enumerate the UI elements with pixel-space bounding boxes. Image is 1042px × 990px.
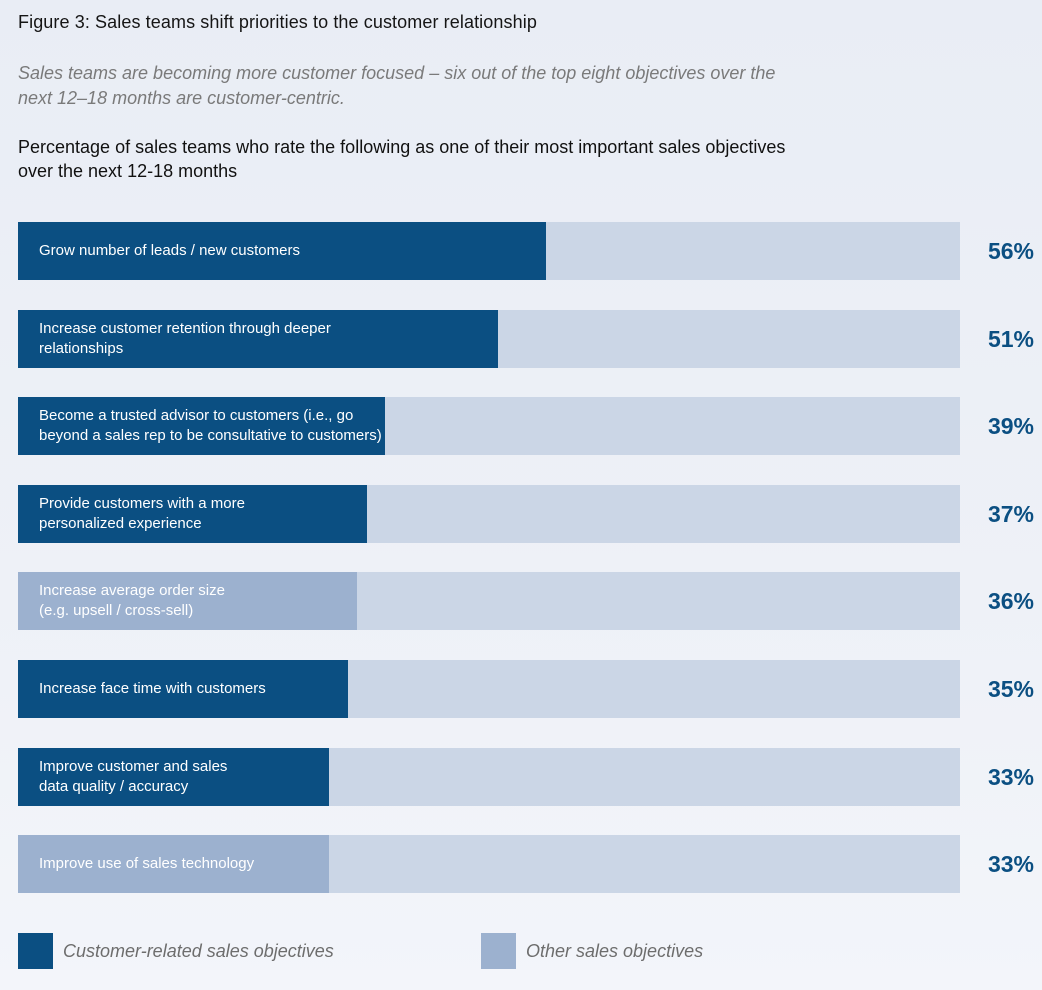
bar-fill (18, 660, 348, 718)
bar-label: Grow number of leads / new customers (39, 242, 300, 259)
bar-fill (18, 572, 358, 630)
chart-subtitle: Sales teams are becoming more customer f… (18, 63, 776, 108)
bar-label: Improve use of sales technology (39, 855, 255, 872)
bar-fill (18, 748, 329, 806)
bar-row: Increase average order size (e.g. upsell… (18, 572, 1042, 630)
bar-value-label: 37% (987, 500, 1034, 527)
bar-label: Increase customer retention through deep… (39, 320, 331, 357)
bar-row: Become a trusted advisor to customers (i… (18, 397, 1042, 455)
bar-value-label: 36% (987, 587, 1034, 614)
chart-heading: Percentage of sales teams who rate the f… (18, 137, 786, 181)
bar-label: Become a trusted advisor to customers (i… (39, 407, 382, 444)
chart-legend: Customer-related sales objectives Other … (18, 932, 918, 970)
bar-row: Grow number of leads / new customers 56% (18, 222, 1042, 280)
bar-row: Increase customer retention through deep… (18, 310, 1042, 368)
bar-row: Improve customer and sales data quality … (18, 748, 1042, 806)
legend-swatch-other (481, 933, 516, 969)
bar-fill (18, 310, 499, 368)
bar-value-label: 35% (987, 675, 1034, 702)
figure-title: Figure 3: Sales teams shift priorities t… (18, 12, 537, 32)
bar-value-label: 39% (987, 412, 1034, 439)
bar-row: Provide customers with a more personaliz… (18, 485, 1042, 543)
bar-value-label: 33% (987, 850, 1034, 877)
bar-fill (18, 835, 329, 893)
bar-fill (18, 485, 367, 543)
bar-row: Increase face time with customers 35% (18, 660, 1042, 718)
bar-fill (18, 222, 546, 280)
legend-swatch-customer (18, 933, 53, 969)
bar-label: Increase face time with customers (39, 680, 266, 697)
legend-label-other: Other sales objectives (526, 941, 704, 961)
bar-label: Improve customer and sales data quality … (39, 758, 228, 795)
bar-value-label: 51% (987, 325, 1034, 352)
bar-label: Provide customers with a more personaliz… (39, 495, 245, 532)
legend-label-customer: Customer-related sales objectives (63, 941, 334, 961)
bar-label: Increase average order size (e.g. upsell… (39, 582, 225, 619)
bar-row: Improve use of sales technology 33% (18, 835, 1042, 893)
bar-value-label: 33% (987, 763, 1034, 790)
bar-value-label: 56% (987, 237, 1034, 264)
bar-fill (18, 397, 386, 455)
